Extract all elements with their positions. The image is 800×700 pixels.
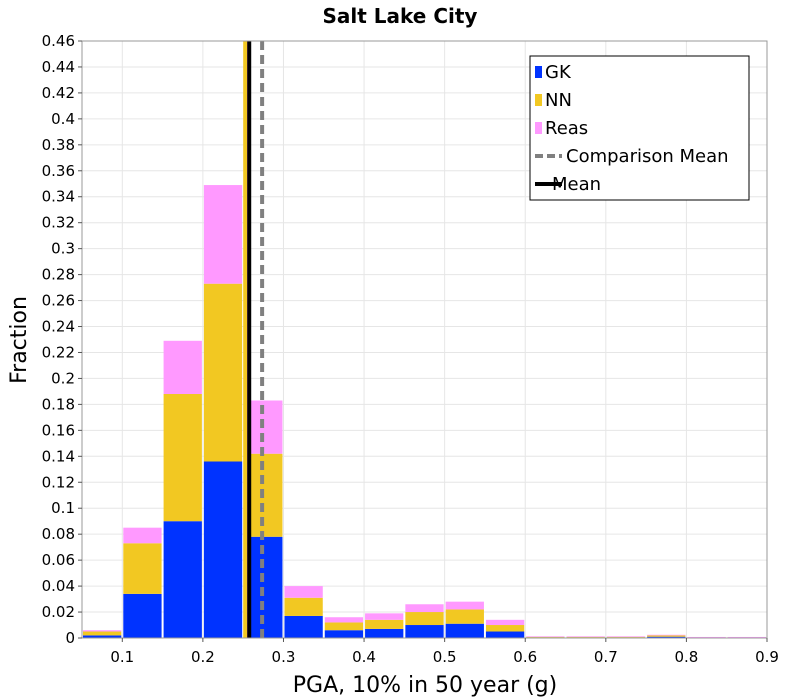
bar-gk-bin-10	[485, 631, 525, 638]
bar-nn-bin-5	[284, 597, 323, 616]
bar-gk-bin-9	[445, 623, 484, 638]
bar-nn-bin-11	[526, 636, 565, 638]
bar-gk-bin-7	[365, 628, 404, 638]
chart-title: Salt Lake City	[323, 4, 478, 28]
x-axis-ticks: 0.1 0.2 0.3 0.4 0.5 0.6 0.7 0.8 0.9	[110, 638, 779, 666]
bar-nn-bin-10	[485, 625, 525, 632]
bar-gk-bin-0	[83, 635, 122, 638]
legend-label-comparison-mean: Comparison Mean	[566, 146, 729, 167]
y-tick-label: 0.18	[42, 395, 75, 413]
legend-label-nn: NN	[545, 90, 572, 111]
plot-frame	[81, 40, 768, 639]
bar-reas-bin-15	[687, 636, 726, 638]
y-tick-label: 0.16	[42, 421, 75, 439]
bar-reas-bin-7	[365, 613, 404, 620]
x-axis-label: PGA, 10% in 50 year (g)	[293, 673, 557, 698]
bar-nn-bin-0	[83, 631, 122, 636]
legend: GK NN Reas Comparison Mean Mean	[529, 55, 750, 201]
bar-gk-bin-5	[284, 615, 323, 638]
legend-label-mean: Mean	[552, 174, 601, 195]
bar-reas-bin-5	[284, 586, 323, 598]
y-tick-label: 0.46	[42, 32, 75, 50]
y-tick-label: 0.4	[51, 110, 75, 128]
x-tick-label: 0.1	[110, 648, 134, 666]
legend-swatch-reas	[535, 122, 542, 134]
y-axis-ticks: 0 0.02 0.04 0.06 0.08 0.1 0.12 0.14 0.16 0.18 0.2 0…	[42, 32, 82, 647]
bar-reas-bin-8	[405, 604, 444, 613]
x-tick-label: 0.3	[272, 648, 296, 666]
y-tick-label: 0.26	[42, 292, 75, 310]
bar-reas-bin-0	[83, 630, 122, 632]
y-tick-label: 0.08	[42, 525, 75, 543]
y-tick-label: 0.44	[42, 58, 75, 76]
bar-gk-bin-6	[324, 630, 364, 638]
legend-swatch-gk	[535, 66, 542, 78]
y-tick-label: 0.02	[42, 603, 75, 621]
bar-gk-bin-8	[405, 625, 444, 638]
y-axis-label: Fraction	[7, 296, 32, 384]
bar-nn-bin-1	[123, 543, 162, 594]
bar-reas-bin-13	[606, 636, 646, 637]
bar-reas-bin-14	[647, 634, 686, 636]
bar-reas-bin-16	[727, 636, 766, 638]
legend-box	[529, 55, 750, 201]
bar-nn-bin-7	[365, 619, 404, 629]
y-tick-label: 0.38	[42, 136, 75, 154]
y-tick-label: 0.2	[51, 369, 75, 387]
legend-label-gk: GK	[545, 62, 572, 83]
bar-reas-bin-6	[324, 617, 364, 623]
y-tick-label: 0.36	[42, 162, 75, 180]
x-tick-label: 0.5	[433, 648, 457, 666]
y-tick-label: 0.42	[42, 84, 75, 102]
bar-reas-bin-9	[445, 601, 484, 610]
y-tick-label: 0.14	[42, 447, 75, 465]
y-tick-label: 0.28	[42, 266, 75, 284]
y-tick-label: 0	[65, 629, 75, 647]
bar-gk-bin-14	[647, 636, 686, 638]
bar-gk-bin-1	[123, 593, 162, 638]
bar-reas-bin-10	[485, 619, 525, 626]
bar-reas-bin-1	[123, 527, 162, 544]
y-tick-label: 0.04	[42, 577, 75, 595]
legend-label-reas: Reas	[545, 118, 588, 139]
bar-gk-bin-2	[163, 521, 202, 638]
y-tick-label: 0.1	[51, 499, 75, 517]
bar-nn-bin-2	[163, 394, 202, 522]
y-tick-label: 0.06	[42, 551, 75, 569]
x-tick-label: 0.7	[594, 648, 618, 666]
bar-reas-bin-3	[203, 185, 243, 284]
bar-nn-bin-14	[647, 635, 686, 637]
y-tick-label: 0.22	[42, 343, 75, 361]
bar-nn-bin-12	[566, 636, 605, 638]
bar-nn-bin-9	[445, 609, 484, 624]
legend-swatch-nn	[535, 94, 542, 106]
bar-reas-bin-12	[566, 636, 605, 637]
y-tick-label: 0.34	[42, 188, 75, 206]
y-tick-label: 0.24	[42, 318, 75, 336]
bar-nn-bin-3	[203, 283, 243, 462]
x-tick-label: 0.8	[674, 648, 698, 666]
x-tick-label: 0.2	[191, 648, 215, 666]
bar-gk-bin-3	[203, 461, 243, 638]
x-tick-label: 0.9	[755, 648, 779, 666]
bars	[83, 185, 766, 639]
bar-nn-bin-6	[324, 622, 364, 631]
bar-nn-bin-8	[405, 612, 444, 626]
bar-reas-bin-2	[163, 340, 202, 395]
x-tick-label: 0.6	[513, 648, 537, 666]
mean-lines	[243, 41, 265, 638]
bar-reas-bin-11	[526, 636, 565, 637]
y-tick-label: 0.12	[42, 473, 75, 491]
bar-nn-bin-13	[606, 636, 646, 638]
y-tick-label: 0.3	[51, 240, 75, 258]
y-tick-label: 0.32	[42, 214, 75, 232]
x-tick-label: 0.4	[352, 648, 376, 666]
